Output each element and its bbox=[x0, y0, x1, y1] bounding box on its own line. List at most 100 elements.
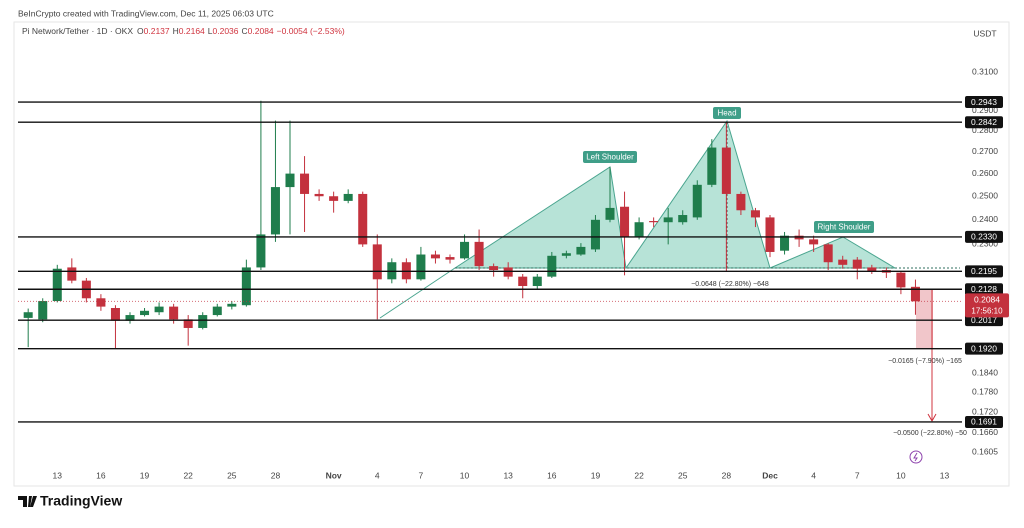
candle-body bbox=[343, 193, 353, 201]
arrow-head bbox=[927, 413, 937, 423]
price-tag bbox=[965, 293, 1009, 318]
candle-body bbox=[474, 241, 484, 267]
x-tick-label: 22 bbox=[634, 470, 644, 480]
frame bbox=[13, 21, 1010, 487]
candle-body bbox=[38, 301, 48, 320]
candle-body bbox=[125, 315, 135, 321]
level-tag bbox=[965, 342, 1003, 355]
candle-body bbox=[736, 193, 746, 211]
x-tick-label: 28 bbox=[271, 470, 281, 480]
level-label: 0.2128 bbox=[971, 284, 997, 294]
level-tag bbox=[965, 265, 1003, 278]
candle-body bbox=[576, 246, 586, 255]
pattern-line bbox=[379, 267, 456, 319]
candle-body bbox=[140, 310, 150, 316]
candle-body bbox=[416, 254, 426, 280]
candle-body bbox=[561, 253, 571, 256]
y-tick-label: 0.2500 bbox=[972, 190, 998, 200]
logo-mark bbox=[18, 496, 37, 507]
x-tick-label: Dec bbox=[762, 470, 778, 480]
level-tag bbox=[965, 230, 1003, 243]
candle-body bbox=[896, 272, 906, 288]
candle-body bbox=[780, 235, 790, 251]
lightning-icon bbox=[909, 450, 923, 464]
candle-body bbox=[809, 239, 819, 245]
ohlc-value: 0.2164 bbox=[179, 26, 205, 36]
change: −0.0054 (−2.53%) bbox=[277, 26, 345, 36]
ohlc-key: H bbox=[173, 26, 179, 36]
level-label: 0.2842 bbox=[971, 117, 997, 127]
label-pill bbox=[814, 221, 874, 233]
x-tick-label: 25 bbox=[678, 470, 688, 480]
x-tick-label: 25 bbox=[227, 470, 237, 480]
level-label: 0.2330 bbox=[971, 232, 997, 242]
candle-body bbox=[590, 219, 600, 250]
candle-body bbox=[692, 184, 702, 218]
ohlc-value: 0.2084 bbox=[248, 26, 274, 36]
candle-body bbox=[750, 210, 760, 218]
candle-body bbox=[154, 306, 164, 313]
candle-body bbox=[867, 267, 877, 272]
candle-body bbox=[445, 257, 455, 260]
x-tick-label: 13 bbox=[940, 470, 950, 480]
y-tick-label: 0.2700 bbox=[972, 146, 998, 156]
level-tag bbox=[965, 283, 1003, 296]
ohlc-value: 0.2036 bbox=[213, 26, 239, 36]
candle-body bbox=[852, 259, 862, 269]
candle-body bbox=[212, 306, 222, 316]
x-tick-label: 22 bbox=[183, 470, 193, 480]
candle-body bbox=[460, 241, 470, 259]
symbol: Pi Network/Tether · 1D · OKX bbox=[22, 26, 133, 36]
candle-body bbox=[649, 221, 659, 223]
y-tick-label: 0.1720 bbox=[972, 406, 998, 416]
label-pill bbox=[713, 107, 741, 119]
candle-body bbox=[256, 234, 266, 268]
currency: USDT bbox=[973, 28, 996, 38]
lightning bbox=[913, 452, 918, 462]
candle-body bbox=[358, 193, 368, 245]
candle-body bbox=[707, 147, 717, 185]
candle-body bbox=[547, 255, 557, 277]
level-label: 0.2195 bbox=[971, 266, 997, 276]
candle-body bbox=[241, 267, 251, 306]
y-tick-label: 0.2900 bbox=[972, 105, 998, 115]
x-tick-label: 7 bbox=[855, 470, 860, 480]
x-tick-label: 16 bbox=[96, 470, 106, 480]
candle-body bbox=[620, 206, 630, 237]
candle-body bbox=[67, 267, 77, 281]
x-tick-label: 4 bbox=[375, 470, 380, 480]
x-tick-label: 4 bbox=[811, 470, 816, 480]
y-tick-label: 0.1605 bbox=[972, 446, 998, 456]
level-tag bbox=[965, 415, 1003, 428]
x-tick-label: 28 bbox=[722, 470, 732, 480]
level-tag bbox=[965, 96, 1003, 109]
level-label: 0.1691 bbox=[971, 417, 997, 427]
x-tick-label: 13 bbox=[53, 470, 63, 480]
candle-body bbox=[198, 315, 208, 328]
brand: TradingView bbox=[40, 493, 122, 509]
y-tick-label: 0.2800 bbox=[972, 125, 998, 135]
level-label: 0.2943 bbox=[971, 97, 997, 107]
candle-body bbox=[838, 259, 848, 265]
candle-body bbox=[110, 308, 120, 321]
pattern-label: Left Shoulder bbox=[586, 153, 634, 162]
ohlc-key: O bbox=[137, 26, 144, 36]
x-tick-label: 10 bbox=[896, 470, 906, 480]
x-tick-label: 10 bbox=[460, 470, 470, 480]
price-label: 0.2084 bbox=[974, 295, 1000, 305]
logo: TradingView bbox=[18, 493, 122, 509]
x-tick-label: Nov bbox=[326, 470, 342, 480]
countdown: 17:56:10 bbox=[971, 306, 1003, 315]
candle-body bbox=[663, 217, 673, 223]
label-pill bbox=[583, 151, 637, 163]
candle-body bbox=[23, 312, 33, 318]
candle-body bbox=[227, 303, 237, 307]
candle-body bbox=[489, 266, 499, 271]
candle-body bbox=[634, 222, 644, 237]
y-tick-label: 0.3100 bbox=[972, 66, 998, 76]
credit: BeInCrypto created with TradingView.com,… bbox=[18, 8, 274, 18]
candle-body bbox=[823, 244, 833, 263]
y-tick-label: 0.2400 bbox=[972, 214, 998, 224]
x-tick-label: 19 bbox=[140, 470, 150, 480]
